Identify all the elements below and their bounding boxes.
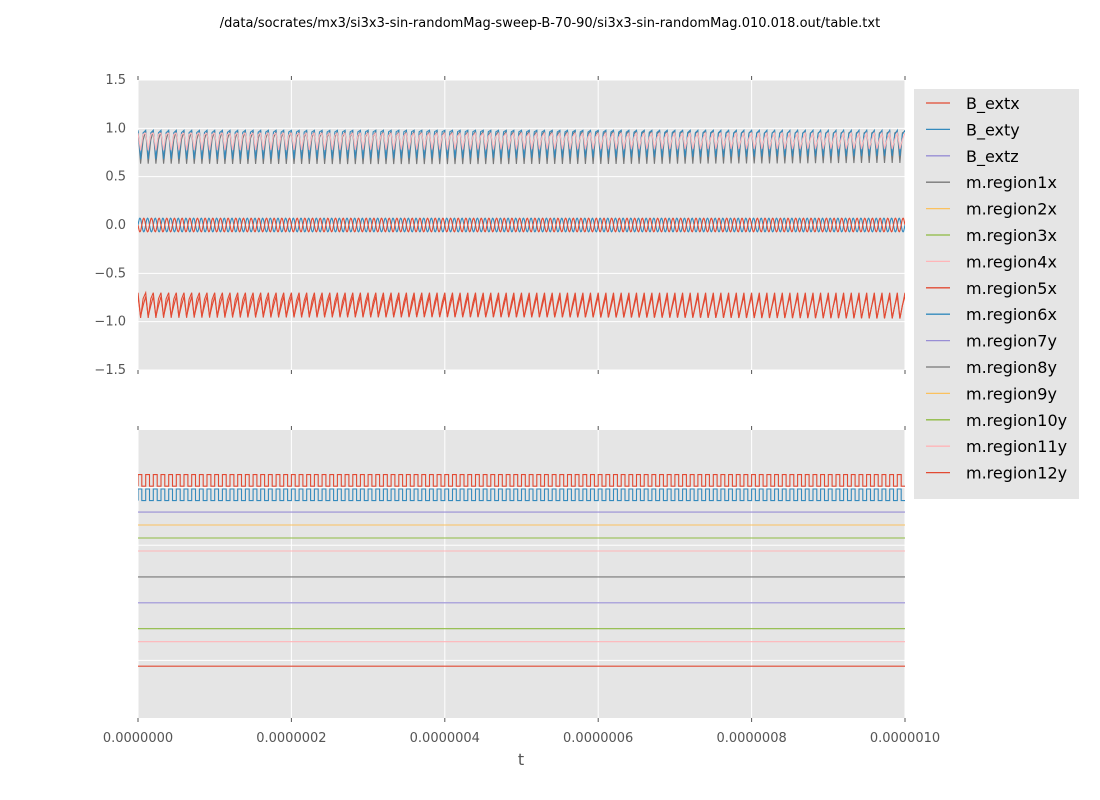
top-plot-panel: −1.5 −1.0 −0.5 0.0 0.5 1.0 1.5 — [94, 73, 906, 378]
legend-entry-label: m.region8y — [966, 358, 1057, 377]
legend-entry-label: m.region1x — [966, 173, 1057, 192]
top-y-tick-label: −1.0 — [94, 315, 126, 330]
legend-entry-label: m.region4x — [966, 252, 1057, 271]
top-y-tick-label: 1.0 — [105, 121, 126, 136]
top-y-tick-label: −0.5 — [94, 266, 126, 281]
bottom-x-tick-label: 0.0000010 — [870, 731, 940, 746]
legend: B_extx B_exty B_extz m.region1x m.region2x m.… — [914, 89, 1079, 499]
legend-entry-label: m.region10y — [966, 411, 1067, 430]
top-series-m.region12y — [138, 296, 905, 319]
top-y-tick-label: 1.5 — [105, 73, 126, 88]
x-axis-label: t — [518, 750, 524, 769]
legend-entry-label: m.region3x — [966, 226, 1057, 245]
bottom-x-tick-label: 0.0000008 — [716, 731, 786, 746]
chart-title: /data/socrates/mx3/si3x3-sin-randomMag-s… — [220, 16, 880, 31]
bottom-plot-panel: 0.0000000 0.0000002 0.0000004 0.0000006 0.00… — [103, 426, 940, 746]
top-series-m.region4x — [138, 131, 905, 151]
top-y-tick-label: 0.0 — [105, 218, 126, 233]
top-y-tick-label: 0.5 — [105, 170, 126, 185]
bottom-series-m.region6x — [138, 488, 905, 502]
bottom-x-tick-label: 0.0000004 — [410, 731, 480, 746]
legend-entry-label: B_extx — [966, 94, 1020, 114]
top-y-tick-label: −1.5 — [94, 363, 126, 378]
legend-entry-label: m.region5x — [966, 279, 1057, 298]
legend-entry-label: B_exty — [966, 120, 1020, 140]
bottom-x-tick-label: 0.0000006 — [563, 731, 633, 746]
legend-entry-label: B_extz — [966, 147, 1019, 167]
bottom-x-tick-label: 0.0000000 — [103, 731, 173, 746]
legend-entry-label: m.region11y — [966, 437, 1067, 456]
bottom-series-m.region5x — [138, 474, 905, 487]
legend-frame — [914, 89, 1079, 499]
legend-entry-label: m.region9y — [966, 384, 1057, 403]
bottom-x-tick-label: 0.0000002 — [256, 731, 326, 746]
top-series-m.region6x — [138, 128, 905, 160]
legend-entry-label: m.region6x — [966, 305, 1057, 324]
top-series-B_exty — [138, 217, 905, 233]
legend-entry-label: m.region7y — [966, 332, 1057, 351]
legend-entry-label: m.region2x — [966, 200, 1057, 219]
bottom-axes-background — [138, 430, 905, 718]
legend-entry-label: m.region12y — [966, 464, 1067, 483]
